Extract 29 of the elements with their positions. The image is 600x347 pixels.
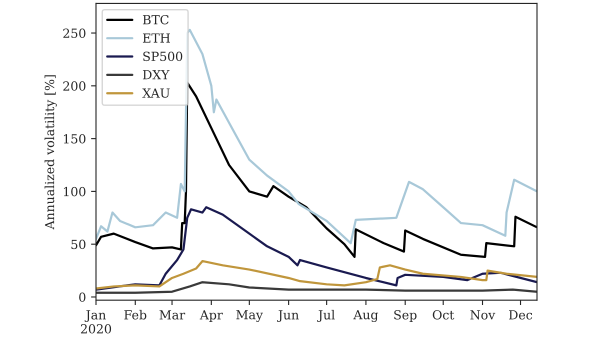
- y-axis-title: Annualized volatility [%]: [44, 75, 57, 230]
- legend-label: BTC: [142, 14, 169, 24]
- x-tick-label: May: [236, 310, 263, 322]
- x-tick-label: Jan 2020: [80, 310, 112, 334]
- x-tick-label: Jul: [317, 310, 335, 322]
- x-tick-label: Nov: [470, 310, 496, 320]
- line-series: [96, 281, 537, 294]
- x-tick-label: Dec: [509, 310, 532, 320]
- line-series: [96, 82, 537, 258]
- x-tick-label: Sep: [394, 310, 417, 322]
- x-tick-label: Feb: [124, 310, 146, 320]
- legend-label: SP500: [143, 52, 182, 62]
- legend-label: ETH: [142, 33, 170, 43]
- x-tick-label: Aug: [353, 310, 378, 322]
- y-tick-label: 0: [79, 292, 86, 302]
- x-tick-label: Mar: [160, 310, 186, 320]
- x-tick-label: Oct: [432, 310, 454, 320]
- y-tick-label: 250: [63, 28, 86, 38]
- line-series: [96, 206, 537, 291]
- legend-label: DXY: [142, 70, 170, 80]
- x-tick-label: Apr: [200, 310, 223, 322]
- legend-label: XAU: [142, 88, 170, 98]
- y-tick-label: 150: [64, 134, 86, 144]
- y-tick-label: 50: [71, 240, 86, 250]
- x-tick-label: Jun: [277, 310, 299, 322]
- line-series: [96, 28, 537, 244]
- y-tick-label: 100: [64, 186, 86, 196]
- line-series: [96, 260, 537, 290]
- y-tick-label: 200: [63, 81, 86, 91]
